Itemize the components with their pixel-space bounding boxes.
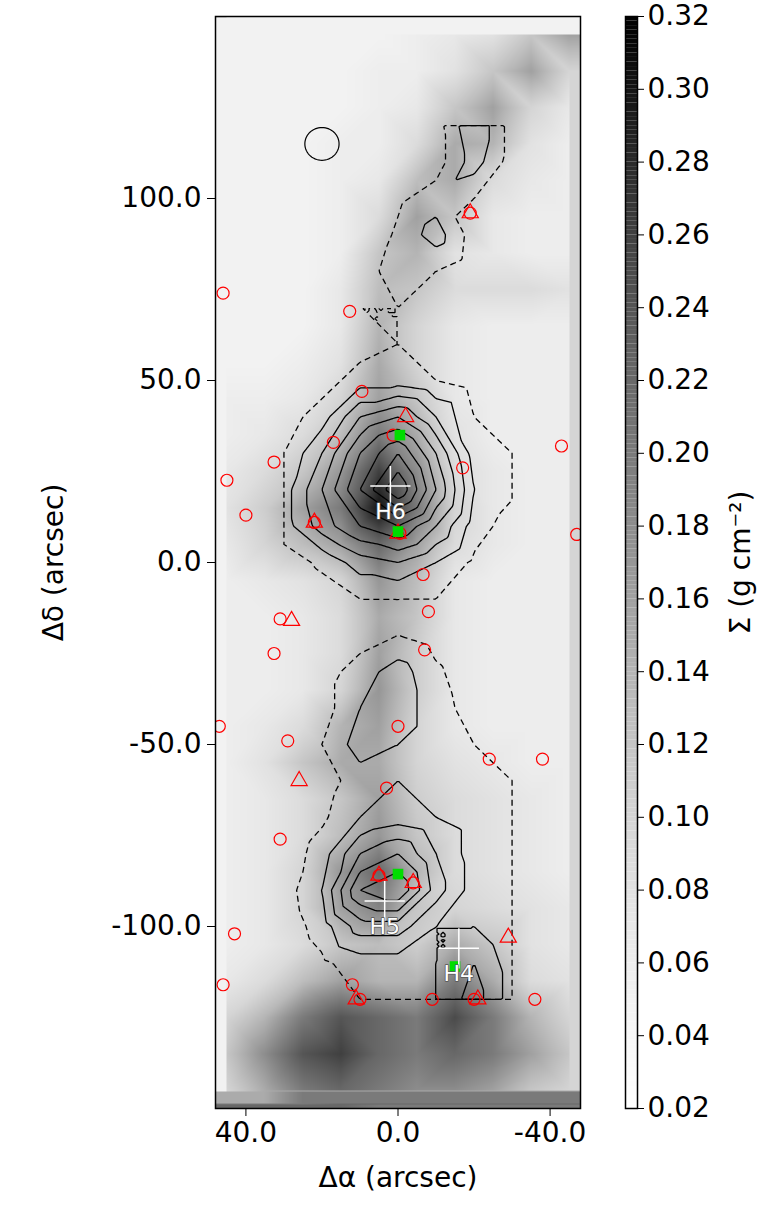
svg-text:0.26: 0.26 [648,218,710,251]
svg-text:Σ (g cm⁻²): Σ (g cm⁻²) [724,491,757,635]
svg-text:50.0: 50.0 [139,363,201,396]
svg-text:0.12: 0.12 [648,727,710,760]
svg-text:0.28: 0.28 [648,145,710,178]
svg-text:0.24: 0.24 [648,291,710,324]
svg-text:100.0: 100.0 [121,181,201,214]
svg-text:-40.0: -40.0 [514,1116,586,1149]
svg-text:H6: H6 [375,499,406,524]
svg-text:H4: H4 [444,961,475,986]
svg-text:0.16: 0.16 [648,582,710,615]
svg-text:0.32: 0.32 [648,0,710,32]
svg-text:0.10: 0.10 [648,800,710,833]
svg-text:Δα (arcsec): Δα (arcsec) [318,1161,477,1194]
svg-text:-50.0: -50.0 [129,727,201,760]
svg-text:0.0: 0.0 [157,545,202,578]
svg-text:-100.0: -100.0 [111,909,201,942]
svg-text:40.0: 40.0 [215,1116,277,1149]
svg-text:0.02: 0.02 [648,1091,710,1124]
svg-text:0.08: 0.08 [648,873,710,906]
svg-text:0.14: 0.14 [648,655,710,688]
svg-text:H5: H5 [369,914,400,939]
svg-text:0.04: 0.04 [648,1019,710,1052]
svg-text:0.0: 0.0 [376,1116,421,1149]
svg-text:0.30: 0.30 [648,72,710,105]
svg-text:0.06: 0.06 [648,946,710,979]
svg-text:0.20: 0.20 [648,436,710,469]
svg-text:0.18: 0.18 [648,509,710,542]
svg-text:Δδ (arcsec): Δδ (arcsec) [37,484,70,642]
svg-text:0.22: 0.22 [648,363,710,396]
